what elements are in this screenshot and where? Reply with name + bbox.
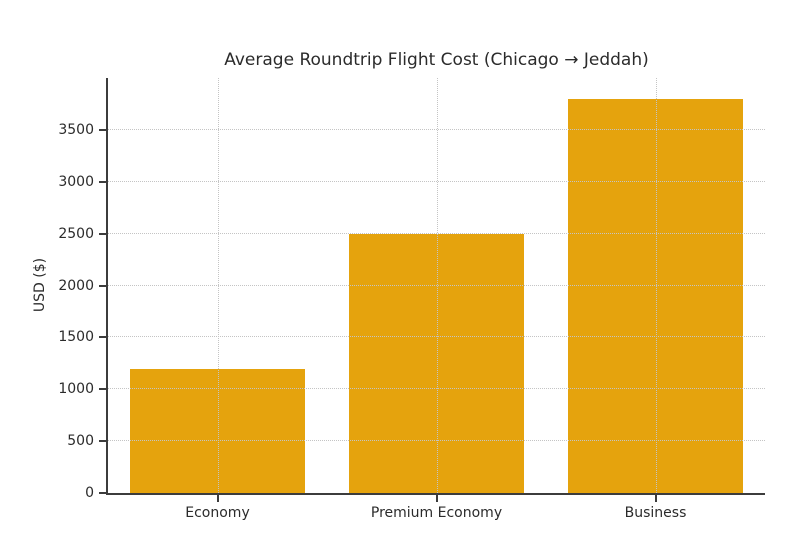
y-tick-mark-1500 bbox=[99, 336, 106, 339]
y-tick-mark-2500 bbox=[99, 232, 106, 235]
x-tick-mark-1 bbox=[216, 495, 219, 502]
y-tick-label-3500: 3500 bbox=[58, 121, 94, 138]
bar-economy bbox=[129, 368, 306, 493]
y-axis-label: USD ($) bbox=[32, 257, 48, 313]
bar-business bbox=[567, 98, 744, 493]
y-tick-mark-1000 bbox=[99, 388, 106, 391]
y-tick-label-3000: 3000 bbox=[58, 173, 94, 190]
y-tick-mark-3000 bbox=[99, 180, 106, 183]
x-gridline-3 bbox=[655, 78, 657, 493]
y-tick-label-500: 500 bbox=[67, 433, 94, 450]
chart-title: Average Roundtrip Flight Cost (Chicago →… bbox=[224, 50, 649, 70]
x-gridline-2 bbox=[436, 78, 438, 493]
x-tick-label-1: Economy bbox=[185, 505, 250, 521]
x-tick-mark-2 bbox=[435, 495, 438, 502]
x-tick-label-3: Business bbox=[624, 505, 687, 521]
y-tick-label-1000: 1000 bbox=[58, 381, 94, 398]
y-tick-label-0: 0 bbox=[85, 485, 94, 501]
y-tick-mark-2000 bbox=[99, 284, 106, 287]
y-tick-label-1500: 1500 bbox=[58, 329, 94, 346]
bar-premium-economy bbox=[348, 233, 525, 493]
plot-area: 0 500 1000 1500 2000 2500 3000 3500 Economy Premi… bbox=[58, 78, 765, 521]
y-tick-label-2000: 2000 bbox=[58, 277, 94, 294]
x-tick-mark-3 bbox=[654, 495, 657, 502]
y-tick-mark-500 bbox=[99, 440, 106, 443]
x-gridline-1 bbox=[217, 78, 219, 493]
y-tick-label-2500: 2500 bbox=[58, 225, 94, 242]
x-tick-label-2: Premium Economy bbox=[370, 505, 503, 521]
y-tick-mark-3500 bbox=[99, 128, 106, 131]
y-tick-mark-0 bbox=[99, 492, 106, 494]
